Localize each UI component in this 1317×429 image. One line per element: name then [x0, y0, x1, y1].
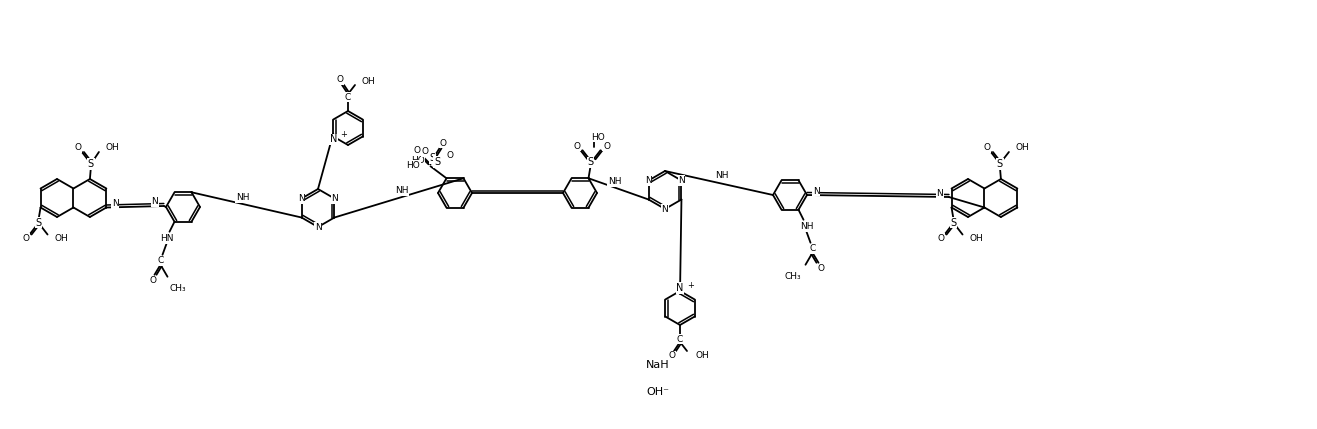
Text: S: S	[36, 218, 42, 227]
Text: N: N	[298, 194, 306, 203]
Text: N: N	[112, 199, 119, 208]
Text: N: N	[329, 135, 337, 145]
Text: O: O	[573, 142, 579, 151]
Text: N: N	[331, 194, 338, 203]
Text: N: N	[661, 205, 668, 214]
Text: O: O	[938, 234, 944, 243]
Text: O: O	[984, 143, 990, 152]
Text: S: S	[951, 218, 956, 227]
Text: S: S	[997, 159, 1004, 169]
Text: N: N	[678, 176, 685, 185]
Text: NH: NH	[799, 222, 814, 231]
Text: OH: OH	[1015, 143, 1030, 152]
Text: NH: NH	[395, 186, 408, 195]
Text: O: O	[414, 146, 420, 155]
Text: O: O	[149, 276, 155, 285]
Text: S: S	[587, 157, 594, 167]
Text: C: C	[345, 93, 352, 102]
Text: O: O	[74, 143, 82, 152]
Text: S: S	[433, 157, 440, 167]
Text: O: O	[440, 139, 446, 148]
Text: N: N	[813, 187, 819, 196]
Text: C: C	[677, 335, 684, 344]
Text: HO: HO	[406, 160, 420, 169]
Text: S: S	[88, 159, 94, 169]
Text: HN: HN	[159, 234, 174, 243]
Text: OH: OH	[362, 76, 375, 85]
Text: OH: OH	[695, 350, 709, 360]
Text: C: C	[157, 256, 163, 265]
Text: CH₃: CH₃	[170, 284, 186, 293]
Text: +: +	[340, 130, 348, 139]
Text: N: N	[645, 176, 652, 185]
Text: N: N	[151, 197, 158, 206]
Text: NH: NH	[236, 193, 249, 202]
Text: HO: HO	[591, 133, 606, 142]
Text: O: O	[817, 264, 824, 273]
Text: N: N	[677, 283, 684, 293]
Text: OH: OH	[54, 234, 68, 243]
Text: O: O	[337, 76, 344, 85]
Text: CH₃: CH₃	[785, 272, 802, 281]
Text: +: +	[687, 281, 694, 290]
Text: OH: OH	[969, 234, 984, 243]
Text: NH: NH	[607, 177, 622, 186]
Text: O: O	[669, 351, 676, 360]
Text: C: C	[810, 244, 815, 253]
Text: O: O	[421, 148, 428, 157]
Text: O: O	[22, 234, 29, 243]
Text: O: O	[446, 151, 453, 160]
Text: OH⁻: OH⁻	[647, 387, 669, 397]
Text: OH: OH	[105, 143, 120, 152]
Text: NaH: NaH	[647, 360, 670, 370]
Text: N: N	[315, 223, 321, 232]
Text: NH: NH	[715, 172, 728, 181]
Text: HO: HO	[411, 156, 424, 165]
Text: O: O	[603, 142, 610, 151]
Text: S: S	[429, 153, 436, 163]
Text: N: N	[936, 188, 943, 197]
